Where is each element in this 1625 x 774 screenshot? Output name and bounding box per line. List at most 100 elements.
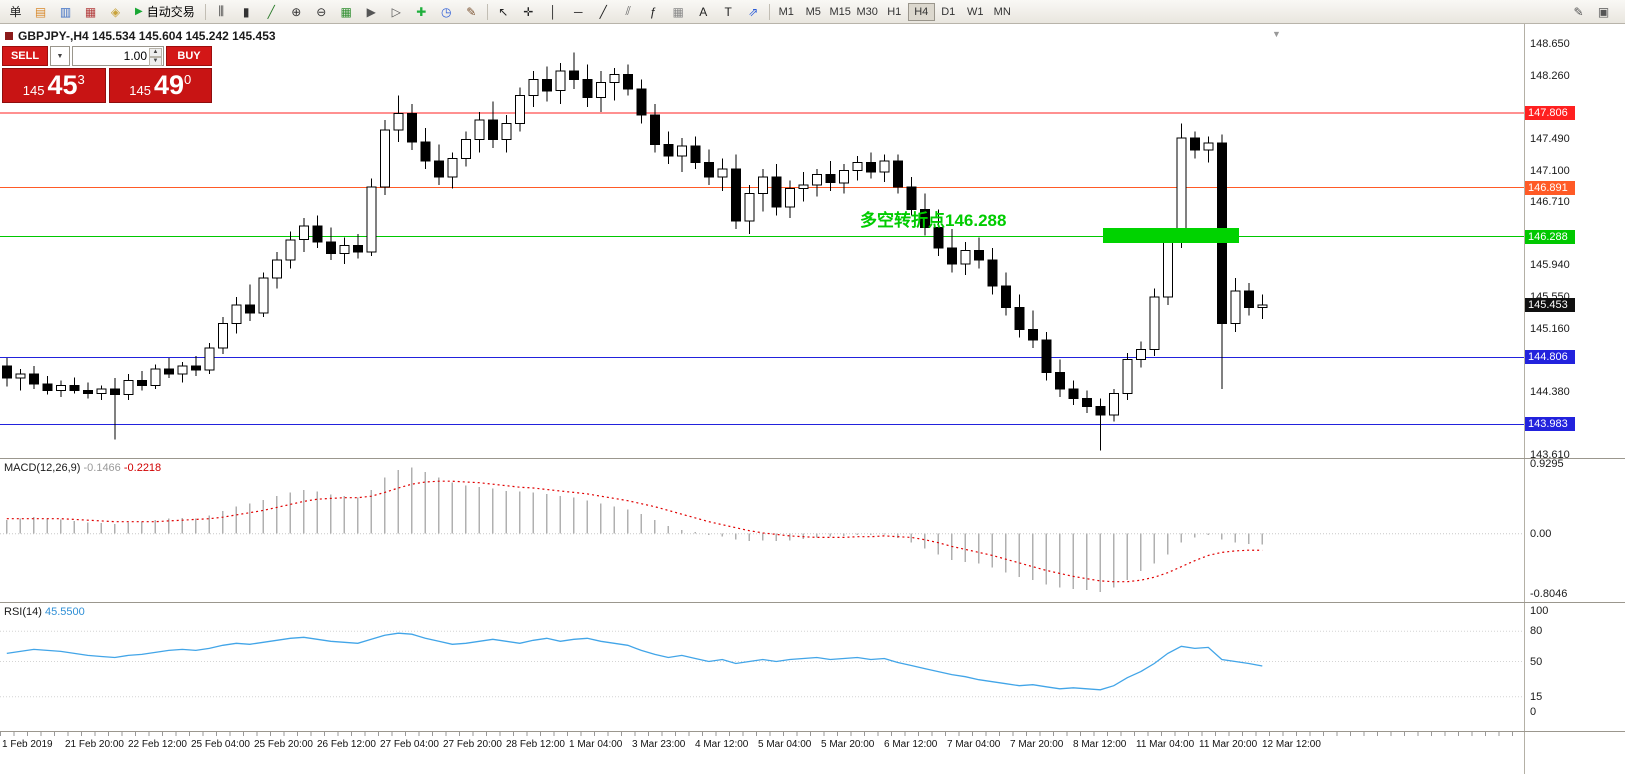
ask-sup: 0 [184, 72, 192, 87]
candles [1, 52, 1268, 451]
text-label-icon[interactable]: T [716, 2, 741, 22]
text-icon[interactable]: A [691, 2, 716, 22]
toolbar-separator [486, 3, 488, 20]
tile-windows-icon[interactable]: ▦ [334, 2, 359, 22]
volume-input[interactable] [73, 47, 163, 65]
timeframe-h1[interactable]: H1 [881, 3, 908, 21]
timeframe-group: M1 M5 M15 M30 H1 H4 D1 W1 MN [773, 0, 1016, 23]
pencil-icon[interactable]: ✎ [1566, 2, 1591, 22]
arrows-icon: ⇗ [748, 4, 759, 19]
rsi-panel: RSI(14) 45.5500 100 80 50 15 0 [0, 602, 1625, 731]
arrows-icon[interactable]: ⇗ [741, 2, 766, 22]
volume-up-button[interactable]: ▲ [149, 48, 162, 57]
timeframe-d1[interactable]: D1 [935, 3, 962, 21]
chart-shift-icon[interactable]: ▷ [384, 2, 409, 22]
candlestick-icon[interactable]: ▮ [234, 2, 259, 22]
indicators-icon[interactable]: ✎ [459, 2, 484, 22]
highlight-rect[interactable] [1103, 228, 1239, 243]
time-label: 22 Feb 12:00 [128, 739, 187, 750]
axis-label: 147.490 [1530, 132, 1570, 145]
new-chart-icon[interactable]: ✚ [409, 2, 434, 22]
macd-panel: MACD(12,26,9) -0.1466 -0.2218 0.9295 0.00… [0, 458, 1625, 602]
bid-prefix: 145 [22, 83, 45, 98]
axis-label: 147.100 [1530, 164, 1570, 177]
timeframe-h4[interactable]: H4 [907, 2, 935, 21]
volume-dropdown[interactable]: ▼ [50, 46, 70, 66]
period-clock-icon[interactable]: ◷ [434, 2, 459, 22]
axis-label: 148.260 [1530, 70, 1570, 83]
trendline-icon[interactable]: ╱ [591, 2, 616, 22]
chart-shift-marker: ▼ [1272, 29, 1281, 39]
macd-histogram [6, 467, 1264, 593]
axis-label: 100 [1530, 605, 1549, 617]
rsi-label: RSI(14) 45.5500 [4, 606, 85, 618]
time-label: 7 Mar 04:00 [947, 739, 1001, 750]
timeframe-mn[interactable]: MN [989, 3, 1016, 21]
auto-scroll-icon: ▶ [366, 4, 376, 19]
macd-axis: 0.9295 0.00 -0.8046 [1524, 458, 1625, 602]
fibonacci-icon[interactable]: ƒ [641, 2, 666, 22]
profiles-icon[interactable]: ▤ [28, 2, 53, 22]
zoom-in-icon[interactable]: ⊕ [284, 2, 309, 22]
vertical-line-icon[interactable]: │ [541, 2, 566, 22]
time-axis-corner [1524, 732, 1625, 774]
vertical-line-icon: │ [549, 4, 557, 19]
rsi-chart[interactable] [0, 603, 1524, 731]
bid-quote-button[interactable]: 145 45 3 [2, 68, 106, 103]
macd-chart[interactable] [0, 459, 1524, 602]
text-icon: A [699, 4, 708, 19]
market-watch-icon[interactable]: ▥ [53, 2, 78, 22]
price-tag: 144.806 [1525, 350, 1575, 365]
indicators-icon: ✎ [466, 4, 477, 19]
grid-icon: ▦ [672, 4, 684, 19]
equidistant-channel-icon[interactable]: ⫽ [616, 2, 641, 22]
navigator-icon[interactable]: ◈ [103, 2, 128, 22]
crosshair-icon: ✛ [523, 4, 534, 19]
price-chart[interactable]: 多空转折点146.288 [0, 24, 1524, 458]
snapshot-icon[interactable]: ▣ [1591, 2, 1616, 22]
timeframe-m1[interactable]: M1 [773, 3, 800, 21]
timeframe-m30[interactable]: M30 [854, 3, 881, 21]
timeframe-w1[interactable]: W1 [962, 3, 989, 21]
bar-chart-icon[interactable]: ⫼ [209, 2, 234, 22]
price-axis: 148.650 148.260 147.490 147.100 146.710 145.9… [1524, 24, 1625, 461]
symbol-info: GBPJPY-,H4 145.534 145.604 145.242 145.4… [18, 29, 276, 43]
timeframe-m5[interactable]: M5 [800, 3, 827, 21]
buy-button[interactable]: BUY [166, 46, 212, 66]
new-chart-icon: ✚ [416, 4, 427, 19]
new-order-icon[interactable]: 单 [3, 2, 28, 22]
cursor-icon[interactable]: ↖ [491, 2, 516, 22]
sell-button[interactable]: SELL [2, 46, 48, 66]
zoom-out-icon[interactable]: ⊖ [309, 2, 334, 22]
zoom-out-icon: ⊖ [316, 4, 327, 19]
axis-label: 0.00 [1530, 527, 1552, 540]
horizontal-line-icon[interactable]: ─ [566, 2, 591, 22]
price-tag: 143.983 [1525, 417, 1575, 432]
line-chart-icon[interactable]: ╱ [259, 2, 284, 22]
price-tag: 146.288 [1525, 229, 1575, 244]
time-axis: 1 Feb 2019 21 Feb 20:00 22 Feb 12:00 25 Feb… [0, 731, 1625, 774]
data-window-icon[interactable]: ▦ [78, 2, 103, 22]
timeframe-m15[interactable]: M15 [827, 3, 854, 21]
macd-label: MACD(12,26,9) -0.1466 -0.2218 [4, 462, 162, 474]
time-label: 6 Mar 12:00 [884, 739, 938, 750]
pivot-annotation[interactable]: 多空转折点146.288 [860, 210, 1006, 230]
bid-big: 45 [47, 70, 78, 100]
trendline-icon: ╱ [599, 4, 607, 19]
time-label: 5 Mar 04:00 [758, 739, 812, 750]
line-chart-icon: ╱ [267, 4, 275, 19]
toolbar-separator [768, 3, 770, 20]
price-tag: 146.891 [1525, 180, 1575, 195]
volume-down-button[interactable]: ▼ [149, 57, 162, 66]
price-chart-panel: 多空转折点146.288 GBPJPY-,H4 145.534 145.604 … [0, 24, 1625, 461]
time-label: 21 Feb 20:00 [65, 739, 124, 750]
autotrade-button[interactable]: ▶ 自动交易 [128, 2, 202, 22]
chart-shift-icon: ▷ [391, 4, 401, 19]
ask-quote-button[interactable]: 145 49 0 [108, 68, 212, 103]
auto-scroll-icon[interactable]: ▶ [359, 2, 384, 22]
grid-icon[interactable]: ▦ [666, 2, 691, 22]
time-label: 25 Feb 20:00 [254, 739, 313, 750]
rsi-axis: 100 80 50 15 0 [1524, 603, 1625, 731]
crosshair-icon[interactable]: ✛ [516, 2, 541, 22]
time-label: 26 Feb 12:00 [317, 739, 376, 750]
